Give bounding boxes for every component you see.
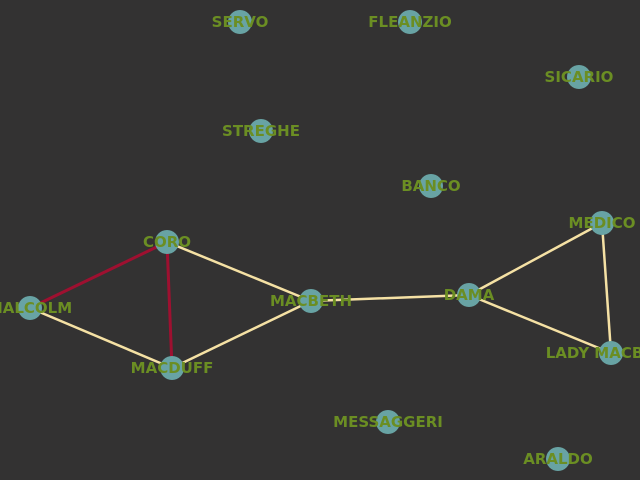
node-macbeth[interactable]	[299, 289, 323, 313]
node-coro[interactable]	[155, 230, 179, 254]
node-label-banco: BANCO	[401, 177, 460, 195]
node-fleanzio[interactable]	[398, 10, 422, 34]
edge-malcolm-macduff	[28, 306, 174, 370]
node-messaggeri[interactable]	[376, 410, 400, 434]
edge-coro-macduff	[165, 240, 174, 370]
node-label-sicario: SICARIO	[545, 68, 614, 86]
edge-medico-lady-macbeth	[600, 221, 613, 355]
edge-dama-lady-macbeth	[467, 293, 613, 355]
node-label-coro: CORO	[143, 233, 191, 251]
node-label-lady-macbeth: LADY MACBETH	[546, 344, 640, 362]
node-medico[interactable]	[590, 211, 614, 235]
labels-layer: SERVO FLEANZIO SICARIO STREGHE BANCO MEDICO CO…	[0, 13, 640, 468]
node-label-streghe: STREGHE	[222, 122, 300, 140]
edge-dama-medico	[467, 221, 604, 297]
node-servo[interactable]	[228, 10, 252, 34]
node-label-macbeth: MACBETH	[270, 292, 352, 310]
node-label-dama: DAMA	[444, 286, 495, 304]
edge-macbeth-dama	[309, 293, 471, 303]
node-araldo[interactable]	[546, 447, 570, 471]
node-dama[interactable]	[457, 283, 481, 307]
node-lady-macbeth[interactable]	[599, 341, 623, 365]
node-label-servo: SERVO	[212, 13, 269, 31]
node-banco[interactable]	[419, 174, 443, 198]
node-label-medico: MEDICO	[569, 214, 636, 232]
node-label-araldo: ARALDO	[523, 450, 593, 468]
node-macduff[interactable]	[160, 356, 184, 380]
nodes-layer	[18, 10, 623, 471]
edge-coro-macbeth	[165, 240, 313, 303]
edges-layer	[28, 221, 613, 370]
node-label-macduff: MACDUFF	[131, 359, 214, 377]
node-label-malcolm: MALCOLM	[0, 299, 72, 317]
node-malcolm[interactable]	[18, 296, 42, 320]
node-sicario[interactable]	[567, 65, 591, 89]
node-streghe[interactable]	[249, 119, 273, 143]
edge-coro-malcolm	[28, 240, 169, 310]
node-label-messaggeri: MESSAGGERI	[333, 413, 443, 431]
node-label-fleanzio: FLEANZIO	[368, 13, 451, 31]
edge-macduff-macbeth	[170, 299, 313, 370]
